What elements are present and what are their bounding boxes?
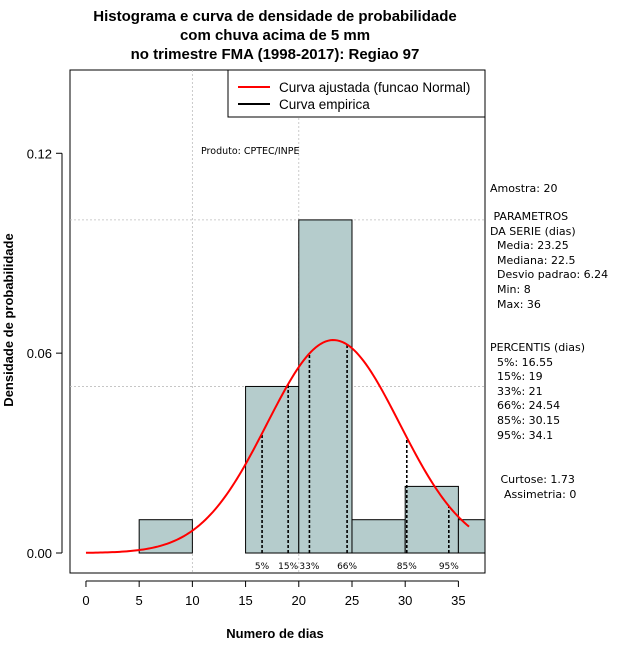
- x-tick-label: 15: [238, 593, 252, 608]
- x-tick-label: 30: [398, 593, 412, 608]
- x-tick-label: 0: [82, 593, 89, 608]
- stat-mean: Media: 23.25: [490, 239, 569, 253]
- histogram-bar: [351, 519, 406, 554]
- sample-size: Amostra: 20: [490, 182, 558, 195]
- kurtosis: Curtose: 1.73: [490, 473, 575, 486]
- y-tick-label: 0.06: [27, 346, 52, 361]
- percentile-15: 15%: 19: [490, 370, 543, 384]
- percentile-5: 5%: 16.55: [490, 355, 554, 369]
- legend-label-empirical: Curva empirica: [279, 97, 370, 112]
- x-tick-label: 35: [451, 593, 465, 608]
- legend-label-fitted: Curva ajustada (funcao Normal): [279, 80, 470, 95]
- percentile-label: 33%: [299, 562, 319, 572]
- percentile-33: 33%: 21: [490, 384, 543, 398]
- chart-title-line-3: no trimestre FMA (1998-2017): Regiao 97: [131, 46, 420, 63]
- legend: Curva ajustada (funcao Normal) Curva emp…: [227, 69, 486, 118]
- x-tick-label: 10: [185, 593, 199, 608]
- stat-median: Mediana: 22.5: [490, 253, 576, 267]
- percentile-85: 85%: 30.15: [490, 414, 561, 427]
- percentile-label: 5%: [255, 562, 270, 572]
- stat-stddev: Desvio padrao: 6.24: [490, 268, 609, 282]
- percentile-label: 15%: [278, 562, 298, 572]
- grid-lines: [70, 70, 485, 573]
- x-axis: 0 5 10 15 20 25 30 35: [82, 580, 466, 608]
- x-tick-label: 5: [136, 593, 143, 608]
- chart-title-line-1: Histograma e curva de densidade de proba…: [93, 8, 456, 25]
- percentile-label: 95%: [439, 562, 459, 572]
- y-axis: 0.00 0.06 0.12: [27, 146, 63, 561]
- x-axis-label: Numero de dias: [226, 626, 324, 641]
- x-tick-label: 20: [292, 593, 306, 608]
- y-axis-label: Densidade de probabilidade: [1, 233, 16, 406]
- percentile-lines: 5% 15% 33% 66% 85% 95%: [255, 344, 459, 572]
- percentile-label: 85%: [397, 562, 417, 572]
- normal-curve-line: [85, 339, 470, 554]
- chart-title-line-2: com chuva acima de 5 mm: [180, 27, 370, 44]
- histogram-bar: [245, 385, 300, 554]
- normal-curve-layer: [85, 339, 470, 554]
- stat-max: Max: 36: [490, 297, 541, 311]
- product-annotation: Produto: CPTEC/INPE: [201, 146, 300, 157]
- percentile-95: 95%: 34.1: [490, 428, 554, 442]
- stat-min: Min: 8: [490, 283, 531, 296]
- histogram-bar: [404, 485, 459, 554]
- x-tick-label: 25: [345, 593, 359, 608]
- params-title-2: DA SERIE (dias): [490, 224, 576, 238]
- percentile-label: 66%: [337, 562, 357, 572]
- y-tick-label: 0.12: [27, 146, 52, 161]
- params-title-1: PARAMETROS: [490, 210, 569, 223]
- y-tick-label: 0.00: [27, 546, 52, 561]
- percentiles-title: PERCENTIS (dias): [490, 341, 586, 354]
- legend-box: [227, 69, 486, 118]
- percentile-66: 66%: 24.54: [490, 399, 561, 413]
- skewness: Assimetria: 0: [490, 487, 577, 501]
- histogram-bar: [298, 219, 353, 554]
- histogram-bar: [457, 519, 486, 554]
